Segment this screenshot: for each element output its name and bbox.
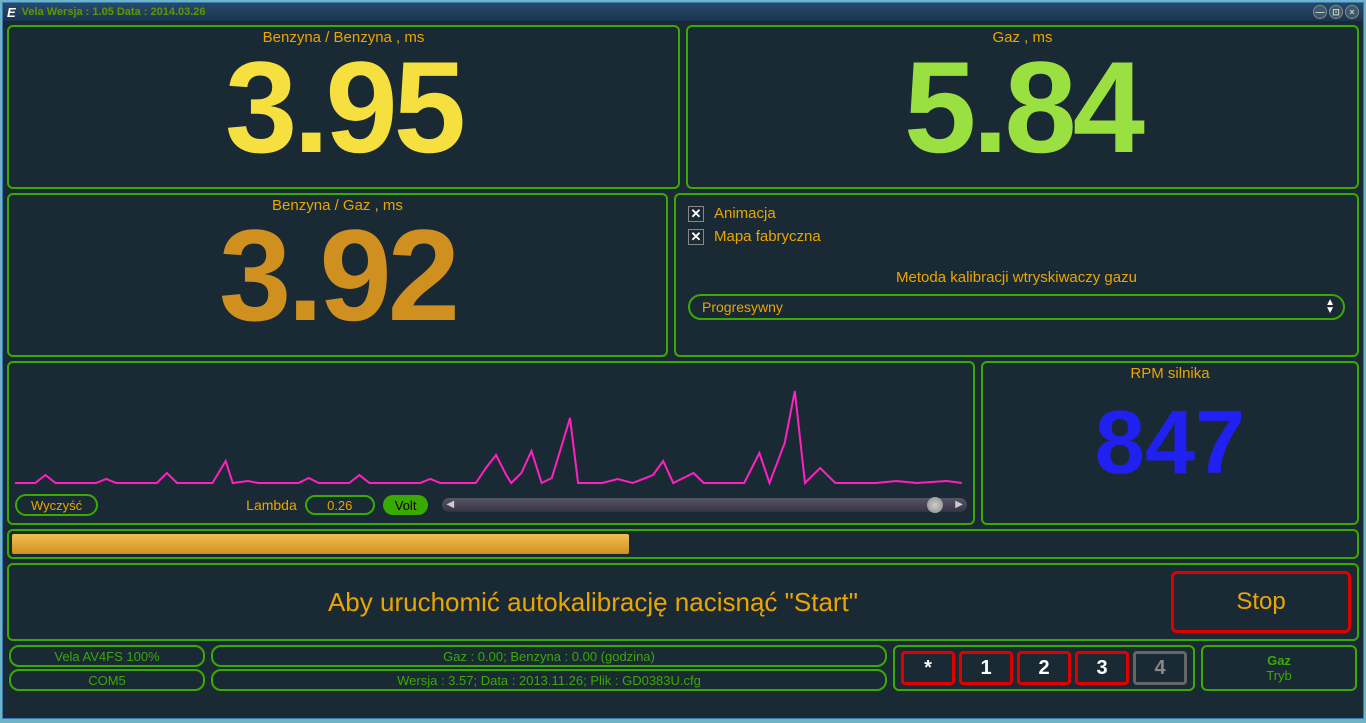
panel-instruction: Aby uruchomić autokalibrację nacisnąć "S…	[7, 563, 1359, 641]
method-label: Metoda kalibracji wtryskiwaczy gazu	[688, 269, 1345, 286]
cylinder-group: *1234	[893, 645, 1195, 691]
panel-rpm: RPM silnika 847	[981, 361, 1359, 525]
panel-gaz: Gaz , ms 5.84	[686, 25, 1359, 189]
check-icon: ✕	[688, 206, 704, 222]
lambda-label: Lambda	[246, 497, 297, 513]
panel-options: ✕ Animacja ✕ Mapa fabryczna Metoda kalib…	[674, 193, 1359, 357]
panel-benz-gaz: Benzyna / Gaz , ms 3.92	[7, 193, 668, 357]
value-rpm: 847	[1095, 392, 1245, 495]
status-gas-time: Gaz : 0.00; Benzyna : 0.00 (godzina)	[211, 645, 887, 667]
arrow-left-icon[interactable]: ◀	[446, 499, 454, 510]
mode-bottom: Tryb	[1266, 668, 1292, 683]
titlebar: E Vela Wersja : 1.05 Data : 2014.03.26 —…	[3, 3, 1363, 21]
close-icon[interactable]: ×	[1345, 5, 1359, 19]
spinner-icon: ▲▼	[1325, 299, 1335, 315]
method-select[interactable]: Progresywny ▲▼	[688, 294, 1345, 320]
value-benz-benz: 3.95	[225, 46, 462, 170]
panel-benz-benz: Benzyna / Benzyna , ms 3.95	[7, 25, 680, 189]
minimize-icon[interactable]: —	[1313, 5, 1327, 19]
app-logo: E	[7, 5, 16, 20]
chart-area	[15, 369, 967, 493]
progress-fill	[12, 534, 629, 554]
window-title: Vela Wersja : 1.05 Data : 2014.03.26	[22, 6, 206, 18]
cylinder-button-3[interactable]: 3	[1075, 651, 1129, 685]
mode-top: Gaz	[1267, 653, 1291, 668]
cylinder-button-4[interactable]: 4	[1133, 651, 1187, 685]
value-benz-gaz: 3.92	[219, 214, 456, 338]
maximize-icon[interactable]: ⊡	[1329, 5, 1343, 19]
checkbox-label: Animacja	[714, 205, 776, 222]
status-port: COM5	[9, 669, 205, 691]
status-model: Vela AV4FS 100%	[9, 645, 205, 667]
value-gaz: 5.84	[904, 46, 1141, 170]
panel-chart: Wyczyść Lambda 0.26 Volt ◀ ▶	[7, 361, 975, 525]
select-value: Progresywny	[702, 299, 783, 315]
slider-thumb[interactable]	[927, 497, 943, 513]
checkbox-label: Mapa fabryczna	[714, 228, 821, 245]
check-icon: ✕	[688, 229, 704, 245]
arrow-right-icon[interactable]: ▶	[955, 499, 963, 510]
clear-button[interactable]: Wyczyść	[15, 494, 98, 516]
progress-bar	[7, 529, 1359, 559]
cylinder-button-1[interactable]: 1	[959, 651, 1013, 685]
cylinder-button-2[interactable]: 2	[1017, 651, 1071, 685]
chart-slider[interactable]: ◀ ▶	[442, 498, 967, 512]
lambda-value: 0.26	[305, 495, 375, 515]
instruction-text: Aby uruchomić autokalibrację nacisnąć "S…	[15, 587, 1171, 618]
status-version: Wersja : 3.57; Data : 2013.11.26; Plik :…	[211, 669, 887, 691]
stop-button[interactable]: Stop	[1171, 571, 1351, 633]
waveform	[15, 383, 967, 493]
checkbox-mapa[interactable]: ✕ Mapa fabryczna	[688, 228, 1345, 245]
volt-button[interactable]: Volt	[383, 495, 429, 515]
mode-group[interactable]: Gaz Tryb	[1201, 645, 1357, 691]
cylinder-button-*[interactable]: *	[901, 651, 955, 685]
panel-title: RPM silnika	[1130, 365, 1209, 382]
checkbox-animacja[interactable]: ✕ Animacja	[688, 205, 1345, 222]
